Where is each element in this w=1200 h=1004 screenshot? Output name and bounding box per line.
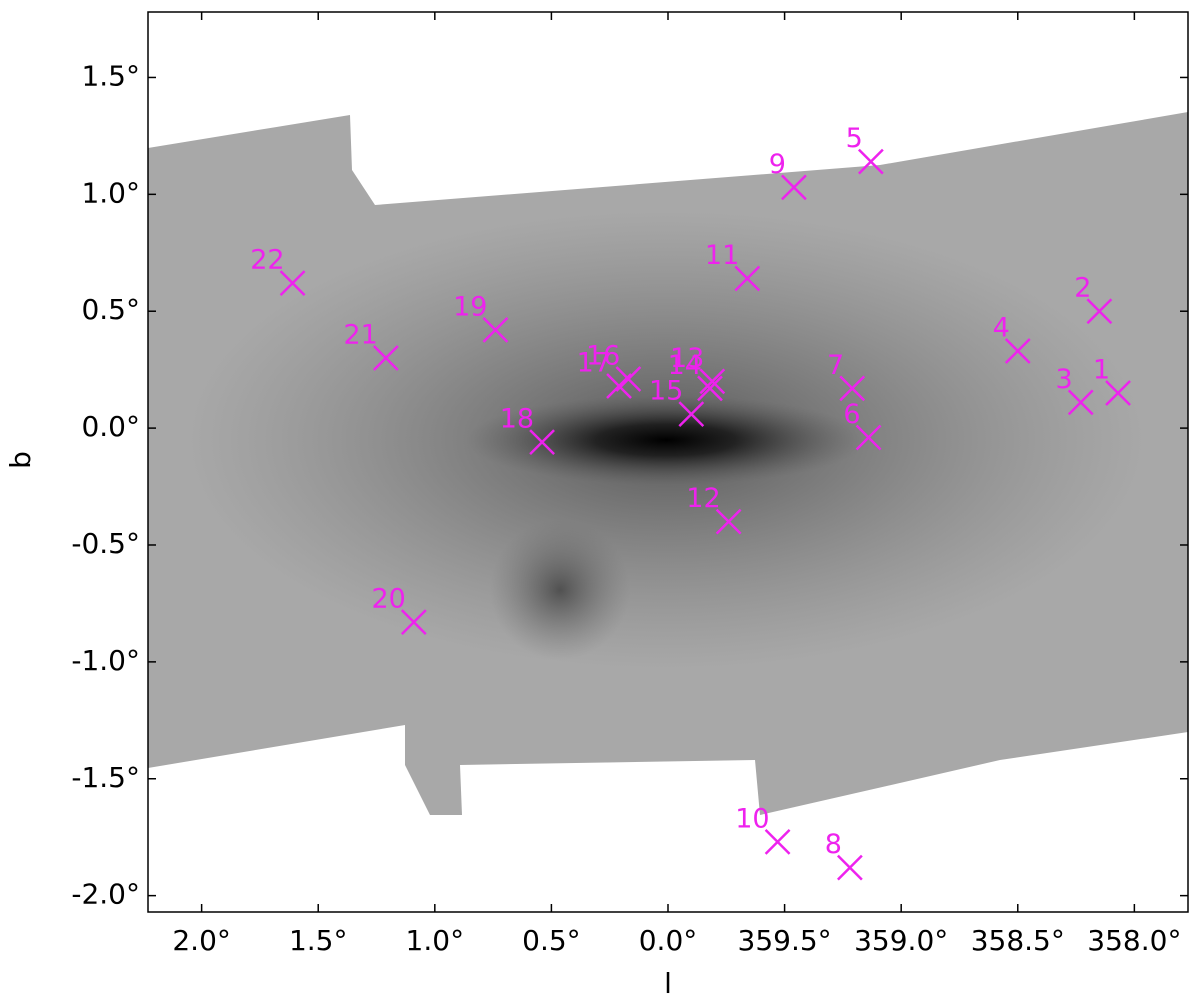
x-tick-label: 358.5° <box>971 924 1065 957</box>
marker <box>606 373 632 399</box>
point-label: 11 <box>705 240 739 271</box>
y-tick-label: -2.0° <box>71 878 140 911</box>
y-tick-label: -1.0° <box>71 644 140 677</box>
marker <box>715 508 742 535</box>
x-axis-label: l <box>664 967 672 1000</box>
point-label: 22 <box>250 245 284 276</box>
point-label: 3 <box>1056 364 1073 395</box>
point-label: 1 <box>1093 355 1110 386</box>
x-tick-label: 358.0° <box>1087 924 1181 957</box>
x-tick-label: 359.5° <box>738 924 832 957</box>
point-label: 10 <box>735 803 769 834</box>
marker <box>699 368 726 395</box>
point-label: 19 <box>453 291 487 322</box>
y-axis-label: b <box>4 451 37 469</box>
point-label: 7 <box>827 350 844 381</box>
y-tick-label: 1.5° <box>81 59 140 92</box>
point-label: 9 <box>769 149 786 180</box>
marker <box>400 609 427 636</box>
point-label: 8 <box>825 829 842 860</box>
marker <box>697 375 723 402</box>
marker <box>1105 380 1131 406</box>
point-label: 2 <box>1074 273 1091 304</box>
point-label: 6 <box>843 399 860 430</box>
marker <box>764 828 791 855</box>
marker <box>1086 298 1113 325</box>
marker <box>781 174 807 201</box>
marker <box>857 148 884 175</box>
point-label: 17 <box>577 348 611 379</box>
marker <box>279 270 306 297</box>
point-label: 18 <box>500 404 534 435</box>
y-tick-label: -0.5° <box>71 527 140 560</box>
x-tick-label: 0.5° <box>522 924 581 957</box>
marker <box>1067 389 1094 416</box>
survey-image <box>148 112 1188 815</box>
marker <box>482 317 509 343</box>
y-tick-label: 1.0° <box>81 176 140 209</box>
point-label: 21 <box>343 319 377 350</box>
marker <box>1004 338 1031 364</box>
point-label: 15 <box>649 376 683 407</box>
marker <box>836 854 863 881</box>
x-tick-label: 1.5° <box>289 924 348 957</box>
y-tick-label: 0.5° <box>81 293 140 326</box>
x-tick-label: 2.0° <box>172 924 231 957</box>
y-tick-label: 0.0° <box>81 410 140 443</box>
point-label: 14 <box>668 350 702 381</box>
marker <box>372 345 399 371</box>
point-label: 16 <box>586 341 620 372</box>
point-label: 20 <box>371 584 405 615</box>
point-label: 5 <box>846 123 863 154</box>
point-label: 12 <box>686 483 720 514</box>
x-tick-label: 359.0° <box>854 924 948 957</box>
marker <box>678 401 705 427</box>
point-label: 13 <box>670 343 704 374</box>
marker <box>529 429 555 456</box>
point-label: 4 <box>993 312 1010 343</box>
y-tick-label: -1.5° <box>71 761 140 794</box>
marker <box>839 375 866 402</box>
x-tick-label: 0.0° <box>639 924 698 957</box>
marker <box>855 424 882 451</box>
x-tick-label: 1.0° <box>406 924 465 957</box>
marker <box>734 265 761 292</box>
